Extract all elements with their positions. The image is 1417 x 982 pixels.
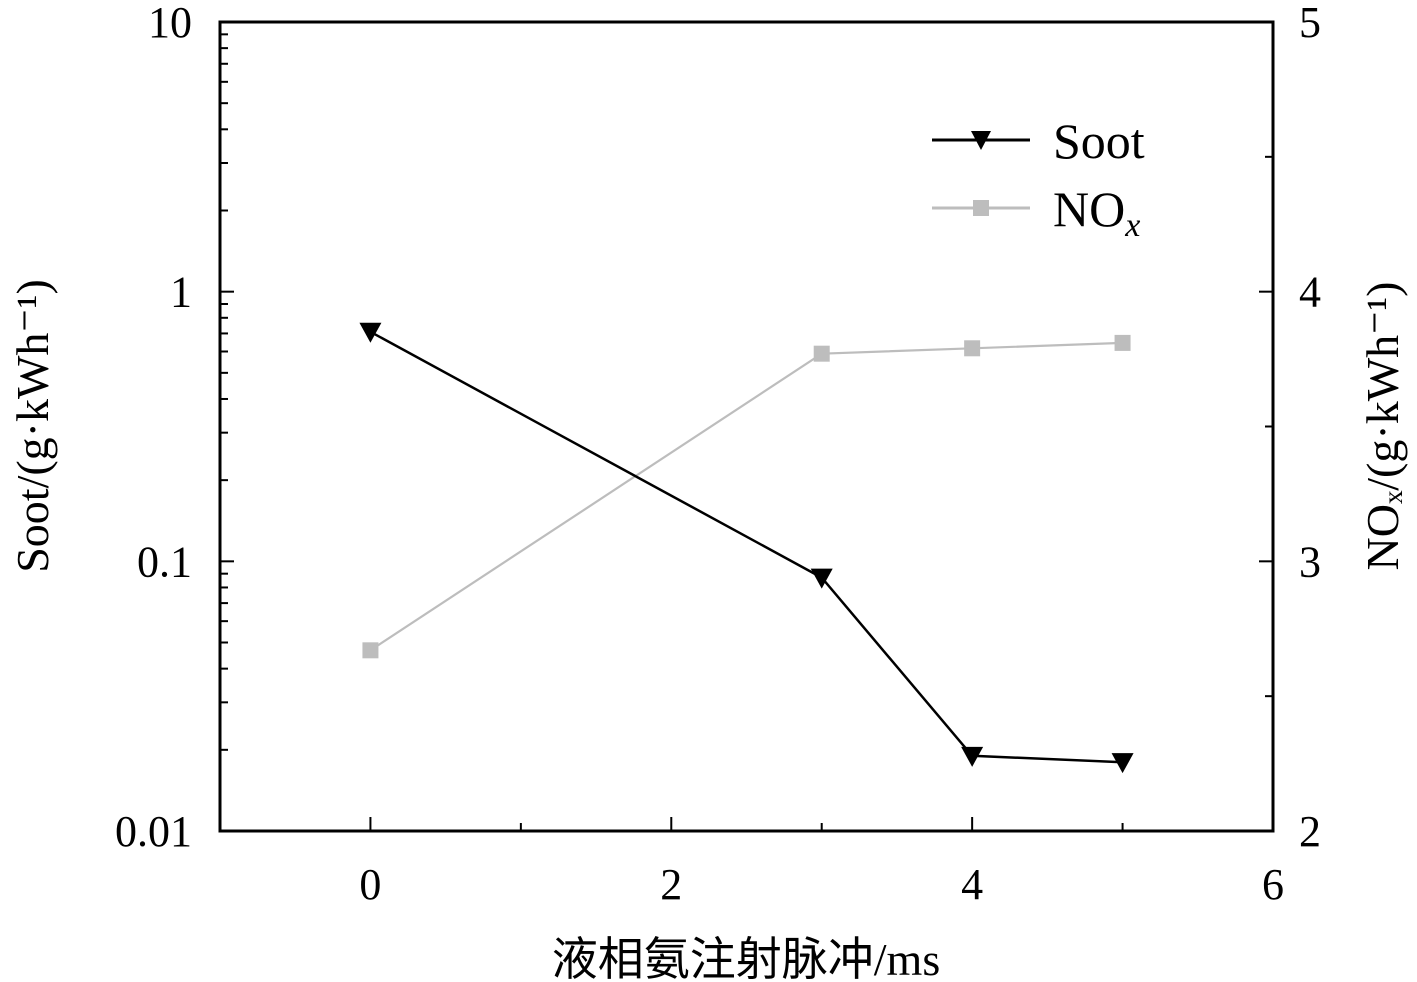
x-axis-ticks: 0 2 4 6 (359, 860, 1284, 909)
data-point-nox (964, 340, 981, 357)
series-line-nox (369, 341, 1123, 652)
x-tick-label: 2 (660, 860, 682, 909)
y-right-tick-label: 2 (1299, 807, 1321, 856)
y-right-tick-label: 4 (1299, 268, 1321, 317)
legend-swatch-nox-marker (973, 200, 989, 216)
legend-label-soot: Soot (1053, 113, 1145, 169)
series-layer (359, 322, 1134, 774)
x-tick-label: 0 (359, 860, 381, 909)
legend-label-nox-sub: x (1124, 207, 1140, 244)
right-axis-ticks: 2 3 4 5 (1299, 0, 1321, 856)
data-point-nox (362, 642, 379, 659)
minor-ticks (220, 21, 1274, 832)
y-right-tick-label: 3 (1299, 537, 1321, 586)
data-point-nox (813, 345, 830, 362)
x-tick-label: 6 (1262, 860, 1284, 909)
y-left-tick-label: 1 (170, 268, 192, 317)
y-right-axis-title: NOₓ/(g·kWh⁻¹) (1357, 281, 1408, 570)
data-point-soot (810, 568, 833, 589)
data-point-soot (1111, 753, 1134, 774)
legend: Soot NOx (932, 113, 1145, 244)
legend-swatch-soot-marker (971, 131, 991, 150)
data-point-soot (961, 746, 984, 767)
legend-label-nox: NOx (1053, 181, 1140, 244)
legend-label-nox-main: NO (1053, 181, 1125, 237)
series-line-soot (369, 330, 1123, 764)
left-axis-ticks: 0.01 0.1 1 10 (115, 0, 192, 856)
data-point-soot (359, 322, 382, 343)
y-left-tick-label: 0.01 (115, 807, 192, 856)
data-point-nox (1114, 334, 1131, 351)
y-left-tick-label: 10 (148, 0, 192, 47)
x-axis-title: 液相氨注射脉冲/ms (552, 934, 940, 982)
x-tick-label: 4 (961, 860, 983, 909)
y-left-tick-label: 0.1 (137, 537, 192, 586)
y-left-axis-title: Soot/(g·kWh⁻¹) (7, 279, 58, 573)
y-right-tick-label: 5 (1299, 0, 1321, 47)
